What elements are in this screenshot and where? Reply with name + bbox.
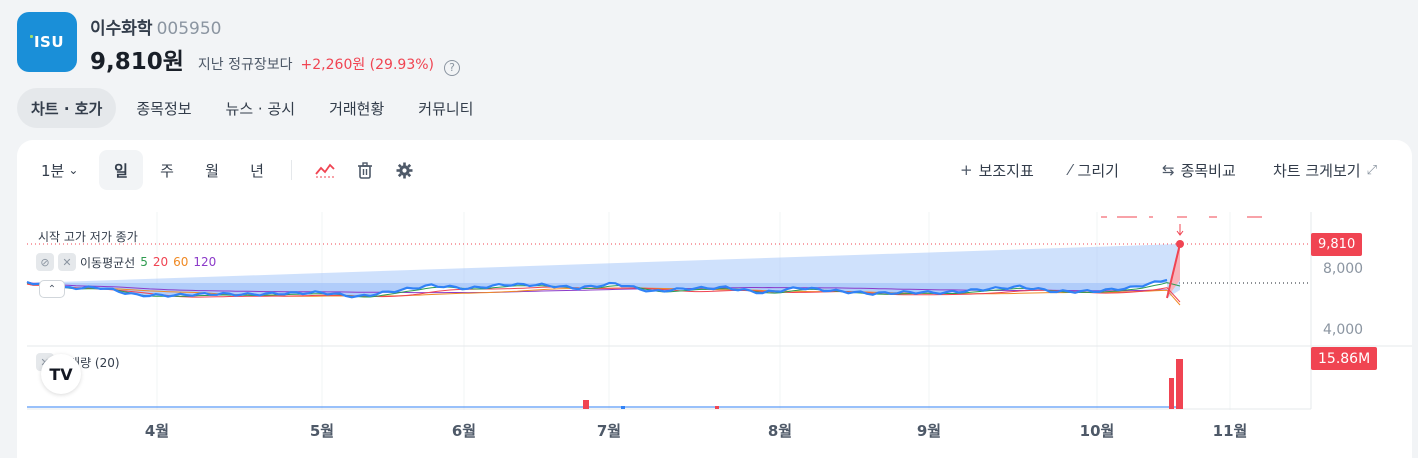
chart-toolbar: 1분 ⌄ 일 주 월 년 + 보조지표 ⁄ 그리기 ⇆ 종목비교 차트 크게보기 ⤢	[17, 150, 1412, 190]
current-price-tag: 9,810	[1311, 233, 1363, 256]
help-icon[interactable]: ?	[444, 59, 460, 76]
fullscreen-label: 차트 크게보기	[1273, 161, 1361, 180]
volume-bar	[1176, 359, 1183, 409]
volume-bar	[583, 400, 589, 409]
swap-icon: ⇆	[1162, 161, 1175, 179]
price-chart[interactable]	[17, 140, 1412, 458]
month-label: 6월	[451, 422, 477, 440]
indicator-label: 보조지표	[978, 161, 1034, 180]
interval-label: 1분	[41, 161, 65, 180]
draw-button[interactable]: ⁄ 그리기	[1069, 150, 1119, 190]
period-year[interactable]: 년	[250, 161, 264, 180]
stock-name: 이수화학 005950	[90, 14, 221, 39]
current-price: 9,810원	[90, 49, 184, 75]
logo-text: ISU	[33, 33, 65, 51]
pencil-icon: ⁄	[1069, 161, 1072, 179]
price-change-label: 지난 정규장보다	[197, 57, 293, 73]
month-label: 5월	[309, 422, 335, 440]
current-volume-tag: 15.86M	[1311, 347, 1378, 370]
month-label: 10월	[1079, 422, 1115, 440]
month-label: 11월	[1212, 422, 1248, 440]
draw-label: 그리기	[1077, 161, 1119, 180]
compare-label: 종목비교	[1180, 161, 1236, 180]
price-row: 9,810원 지난 정규장보다 +2,260원 (29.93%) ?	[90, 42, 460, 76]
month-label: 9월	[916, 422, 942, 440]
trash-icon[interactable]	[357, 150, 373, 190]
tradingview-logo[interactable]: TV	[41, 354, 81, 394]
stock-name-text: 이수화학	[90, 19, 153, 39]
surge-line	[1166, 243, 1181, 299]
stock-code: 005950	[156, 19, 222, 39]
volume-bar	[621, 406, 625, 409]
stock-logo: ISU	[17, 12, 77, 72]
area-upper-fill	[27, 244, 1180, 298]
fullscreen-button[interactable]: 차트 크게보기 ⤢	[1273, 150, 1377, 190]
ma20-label: 20	[152, 255, 169, 269]
ma-legend-title: 이동평균선	[80, 255, 136, 270]
price-line	[26, 278, 1168, 299]
ma120-label: 120	[193, 255, 217, 269]
volume-baseline-bars	[27, 406, 1177, 408]
logo-dot-icon	[29, 34, 33, 38]
collapse-chevron-icon[interactable]: ⌃	[39, 280, 65, 298]
area-fill	[27, 279, 1167, 298]
eye-off-icon[interactable]: ⊘	[36, 253, 54, 271]
ma20-line	[26, 283, 1181, 303]
last-price-dot	[1176, 240, 1184, 248]
tab-bar: 차트 · 호가 종목정보 뉴스 · 공시 거래현황 커뮤니티	[17, 88, 487, 128]
month-label: 8월	[767, 422, 793, 440]
tab-stock-info[interactable]: 종목정보	[136, 99, 192, 118]
chevron-down-icon: ⌄	[68, 163, 79, 177]
tab-news[interactable]: 뉴스 · 공시	[225, 99, 296, 118]
price-change: +2,260원 (29.93%)	[300, 57, 434, 73]
tab-community[interactable]: 커뮤니티	[418, 99, 474, 118]
ma5-label: 5	[140, 255, 148, 269]
ma60-label: 60	[173, 255, 189, 269]
volume-bar	[715, 406, 719, 409]
grid-lines	[156, 212, 1231, 410]
expand-icon: ⤢	[1366, 162, 1377, 178]
compare-button[interactable]: ⇆ 종목비교	[1162, 150, 1236, 190]
period-week[interactable]: 주	[160, 161, 174, 180]
month-label: 7월	[596, 422, 622, 440]
interval-select[interactable]: 1분 ⌄	[41, 150, 78, 190]
gear-icon[interactable]	[396, 150, 413, 190]
price-tick: 4,000	[1323, 322, 1364, 338]
chart-type-icon[interactable]	[315, 150, 335, 190]
plus-icon: +	[960, 161, 973, 179]
marker-arrow-head	[1176, 230, 1184, 236]
period-month[interactable]: 월	[205, 161, 219, 180]
month-label: 4월	[144, 422, 170, 440]
volume-bar	[1169, 378, 1174, 409]
price-tick: 8,000	[1323, 261, 1364, 277]
toolbar-divider	[291, 160, 292, 180]
tab-chart[interactable]: 차트 · 호가	[17, 88, 117, 128]
period-day[interactable]: 일	[99, 150, 143, 190]
close-icon[interactable]: ✕	[58, 253, 76, 271]
indicator-button[interactable]: + 보조지표	[960, 150, 1034, 190]
tab-trading[interactable]: 거래현황	[329, 99, 385, 118]
ma-legend: ⊘ ✕ 이동평균선 5 20 60 120	[36, 253, 221, 271]
ohlc-legend: 시작 고가 저가 종가	[38, 230, 138, 244]
chart-card: 1분 ⌄ 일 주 월 년 + 보조지표 ⁄ 그리기 ⇆ 종목비교 차트 크게보기 ⤢	[17, 140, 1412, 458]
